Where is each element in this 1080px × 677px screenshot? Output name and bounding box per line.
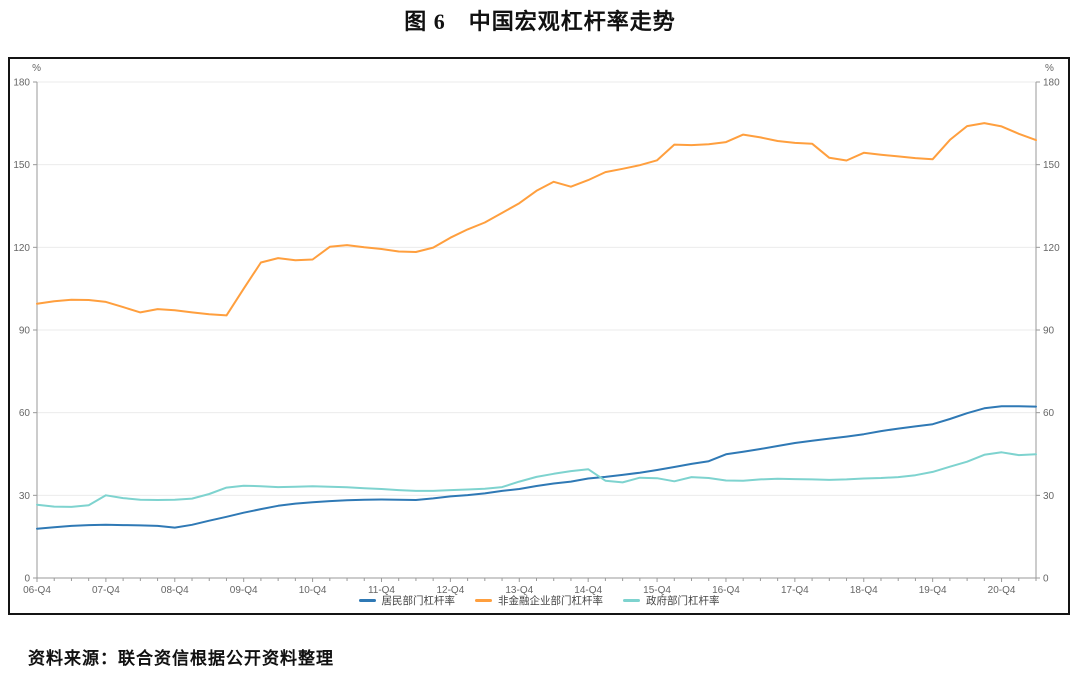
- x-tick-label: 19-Q4: [919, 585, 947, 596]
- x-tick-label: 07-Q4: [92, 585, 120, 596]
- x-tick-label: 18-Q4: [850, 585, 878, 596]
- x-tick-label: 09-Q4: [230, 585, 258, 596]
- legend-item-household: 居民部门杠杆率: [358, 593, 456, 608]
- y-unit-right: %: [1045, 63, 1054, 74]
- y-tick-label-left: 30: [19, 491, 31, 502]
- x-tick-label: 16-Q4: [712, 585, 740, 596]
- y-tick-label-right: 150: [1043, 160, 1060, 171]
- y-tick-label-left: 150: [13, 160, 30, 171]
- y-tick-label-right: 90: [1043, 326, 1055, 337]
- series-line-non-financial-corporate: [36, 122, 1037, 317]
- y-unit-left: %: [32, 63, 41, 74]
- chart-frame: 0 0 30 30 60 60 90 90 120 120 150 150 180 180%% 06-Q4 0…: [8, 57, 1070, 615]
- x-tick-label: 14-Q4: [574, 585, 602, 596]
- y-tick-label-right: 30: [1043, 491, 1055, 502]
- y-tick-label-right: 120: [1043, 243, 1060, 254]
- x-tick-label: 10-Q4: [299, 585, 327, 596]
- y-tick-label-left: 60: [19, 408, 31, 419]
- series-line-government: [36, 451, 1037, 508]
- page-title: 图 6 中国宏观杠杆率走势: [404, 9, 676, 34]
- x-tick-label: 17-Q4: [781, 585, 809, 596]
- y-tick-label-left: 120: [13, 243, 30, 254]
- x-tick-label: 12-Q4: [436, 585, 464, 596]
- y-tick-label-right: 180: [1043, 78, 1060, 89]
- x-tick-label: 13-Q4: [505, 585, 533, 596]
- legend-dash-government: [623, 599, 640, 602]
- legend-label-government: 政府部门杠杆率: [646, 595, 720, 607]
- y-tick-label-left: 180: [13, 78, 30, 89]
- x-tick-label: 08-Q4: [161, 585, 189, 596]
- chart-legend: 居民部门杠杆率 非金融企业部门杠杆率 政府部门杠杆率: [10, 593, 1068, 608]
- legend-label-non-financial-corporate: 非金融企业部门杠杆率: [498, 595, 603, 607]
- y-tick-label-left: 0: [24, 574, 30, 585]
- legend-item-government: 政府部门杠杆率: [623, 593, 720, 608]
- x-tick-label: 06-Q4: [23, 585, 51, 596]
- x-tick-label: 15-Q4: [643, 585, 671, 596]
- source-note: 资料来源：联合资信根据公开资料整理: [28, 649, 334, 668]
- x-tick-label: 20-Q4: [988, 585, 1016, 596]
- leverage-line-chart: 0 0 30 30 60 60 90 90 120 120 150 150 180 180% % 06-Q4 0…: [13, 63, 1060, 596]
- y-tick-label-right: 60: [1043, 408, 1055, 419]
- legend-item-non-financial-corporate: 非金融企业部门杠杆率: [475, 593, 603, 608]
- legend-dash-non-financial-corporate: [475, 599, 492, 602]
- legend-label-household: 居民部门杠杆率: [381, 595, 456, 607]
- legend-dash-household: [358, 599, 376, 602]
- y-tick-label-right: 0: [1043, 574, 1049, 585]
- series-line-household: [36, 405, 1037, 530]
- x-tick-label: 11-Q4: [368, 585, 395, 596]
- y-tick-label-left: 90: [19, 326, 31, 337]
